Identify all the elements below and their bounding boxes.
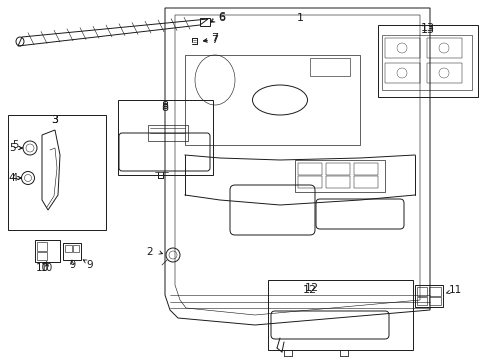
Text: 2: 2 [146, 247, 153, 257]
Text: 10: 10 [41, 263, 53, 273]
Bar [297, 163, 321, 175]
Text: 5: 5 [9, 143, 15, 153]
Bar [377, 25, 477, 97]
Text: 6: 6 [218, 13, 225, 23]
Text: 4: 4 [12, 173, 18, 183]
Text: 5: 5 [12, 140, 18, 150]
Bar [118, 100, 213, 175]
Text: 4: 4 [9, 173, 15, 183]
Text: 3: 3 [51, 115, 59, 125]
Bar [325, 163, 349, 175]
Bar [353, 176, 377, 188]
Bar [297, 176, 321, 188]
Text: 12: 12 [303, 285, 316, 295]
Bar [426, 38, 461, 58]
Bar [414, 285, 442, 307]
Bar [428, 297, 440, 305]
Bar [309, 58, 349, 76]
Bar [353, 163, 377, 175]
Bar [294, 160, 384, 192]
Bar [267, 280, 412, 350]
Bar [428, 287, 440, 296]
Text: 7: 7 [211, 33, 218, 43]
Text: 9: 9 [86, 260, 93, 270]
Bar [148, 125, 187, 141]
Text: 1: 1 [296, 13, 303, 23]
Text: 13: 13 [420, 25, 434, 35]
Text: 10: 10 [35, 263, 48, 273]
Text: 11: 11 [447, 285, 461, 295]
Bar [384, 38, 419, 58]
Text: 9: 9 [69, 260, 75, 270]
Bar [65, 245, 72, 252]
Bar [184, 55, 359, 145]
Text: 3: 3 [51, 115, 59, 125]
Bar [35, 240, 60, 262]
Bar [37, 252, 47, 260]
Bar [8, 115, 106, 230]
Text: 6: 6 [218, 12, 225, 22]
Bar [384, 63, 419, 83]
Bar [63, 243, 81, 260]
Bar [416, 287, 426, 296]
Text: 12: 12 [305, 283, 318, 293]
Bar [381, 35, 471, 90]
Text: 8: 8 [161, 101, 168, 111]
Text: 13: 13 [420, 23, 434, 33]
Text: 8: 8 [161, 103, 168, 113]
Bar [416, 297, 426, 305]
Bar [426, 63, 461, 83]
Text: 7: 7 [211, 35, 218, 45]
Bar [325, 176, 349, 188]
Bar [37, 242, 47, 251]
Bar [73, 245, 79, 252]
